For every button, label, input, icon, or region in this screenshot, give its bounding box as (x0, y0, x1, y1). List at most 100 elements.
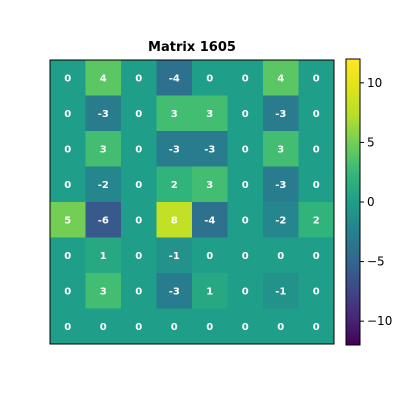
heatmap-cell (227, 95, 264, 132)
heatmap-cell (156, 308, 193, 345)
cell-value-label: 0 (206, 73, 213, 84)
cell-value-label: 0 (242, 180, 249, 191)
cell-value-label: 0 (135, 180, 142, 191)
heatmap-cell (50, 308, 86, 345)
cell-value-label: 0 (242, 144, 249, 155)
cell-value-label: -6 (98, 215, 109, 226)
heatmap-cell (85, 95, 122, 132)
heatmap-cell (85, 60, 122, 96)
cell-value-label: 0 (64, 286, 71, 297)
heatmap-cell (121, 308, 157, 345)
cell-value-label: 0 (277, 322, 284, 333)
heatmap-cell (192, 60, 228, 96)
colorbar-tick-label: 10 (367, 76, 382, 90)
cell-value-label: 3 (206, 109, 213, 120)
heatmap-cell (298, 60, 335, 96)
heatmap-cell (121, 202, 157, 238)
cell-value-label: 0 (171, 322, 178, 333)
cell-value-label: 0 (313, 144, 320, 155)
heatmap-cell (298, 131, 335, 167)
cell-value-label: 0 (242, 215, 249, 226)
cell-value-label: 2 (313, 215, 320, 226)
colorbar-tick-label: −5 (367, 255, 385, 269)
heatmap-cell (192, 202, 228, 238)
heatmap-cells: 0 4 0 -4 0 0 4 0 0 -3 0 3 3 0 -3 0 0 3 0 -3 -3 0 3 0 0 -2 0 2 3 0 -3 0 5… (50, 60, 335, 345)
heatmap-cell (263, 308, 299, 345)
heatmap-cell (263, 131, 299, 167)
heatmap-cell (156, 237, 193, 274)
cell-value-label: 0 (242, 251, 249, 262)
cell-value-label: 0 (277, 251, 284, 262)
cell-value-label: 3 (171, 109, 178, 120)
heatmap-cell (298, 202, 335, 238)
heatmap-cell (50, 131, 86, 167)
heatmap-cell (192, 131, 228, 167)
heatmap-cell (227, 237, 264, 274)
cell-value-label: 3 (206, 180, 213, 191)
heatmap-cell (156, 166, 193, 203)
cell-value-label: 0 (135, 251, 142, 262)
heatmap-cell (50, 95, 86, 132)
heatmap-cell (298, 95, 335, 132)
cell-value-label: -4 (169, 73, 180, 84)
heatmap-cell (85, 237, 122, 274)
heatmap-cell (85, 166, 122, 203)
heatmap-cell (298, 308, 335, 345)
heatmap-cell (121, 273, 157, 309)
heatmap-cell (156, 60, 193, 96)
heatmap-cell (263, 237, 299, 274)
cell-value-label: -4 (204, 215, 215, 226)
cell-value-label: 0 (135, 73, 142, 84)
cell-value-label: 0 (242, 109, 249, 120)
cell-value-label: 0 (242, 73, 249, 84)
heatmap-cell (85, 202, 122, 238)
cell-value-label: 8 (171, 215, 178, 226)
heatmap-cell (298, 237, 335, 274)
heatmap-cell (121, 131, 157, 167)
cell-value-label: -3 (275, 109, 286, 120)
chart-title: Matrix 1605 (148, 40, 236, 55)
cell-value-label: 0 (313, 251, 320, 262)
cell-value-label: 0 (313, 286, 320, 297)
cell-value-label: 0 (64, 73, 71, 84)
heatmap-cell (121, 166, 157, 203)
cell-value-label: 0 (135, 215, 142, 226)
heatmap-cell (121, 95, 157, 132)
heatmap-cell (156, 131, 193, 167)
cell-value-label: -1 (169, 251, 180, 262)
heatmap-cell (156, 95, 193, 132)
heatmap-cell (298, 273, 335, 309)
heatmap-cell (263, 60, 299, 96)
cell-value-label: 0 (242, 286, 249, 297)
cell-value-label: -3 (204, 144, 215, 155)
heatmap-cell (192, 95, 228, 132)
heatmap-cell (227, 308, 264, 345)
cell-value-label: 3 (100, 286, 107, 297)
colorbar-tick-label: 0 (367, 195, 375, 209)
heatmap-cell (227, 131, 264, 167)
heatmap-cell (227, 273, 264, 309)
cell-value-label: 0 (313, 73, 320, 84)
heatmap-cell (192, 237, 228, 274)
heatmap-cell (50, 237, 86, 274)
heatmap-cell (263, 202, 299, 238)
cell-value-label: 2 (171, 180, 178, 191)
cell-value-label: 0 (206, 251, 213, 262)
heatmap-cell (263, 273, 299, 309)
heatmap-cell (192, 273, 228, 309)
cell-value-label: 0 (135, 286, 142, 297)
cell-value-label: 1 (206, 286, 213, 297)
cell-value-label: -3 (169, 144, 180, 155)
heatmap-cell (50, 60, 86, 96)
cell-value-label: 0 (64, 322, 71, 333)
heatmap-cell (227, 60, 264, 96)
colorbar-tick-label: 5 (367, 135, 375, 149)
cell-value-label: 4 (277, 73, 284, 84)
cell-value-label: 4 (100, 73, 107, 84)
cell-value-label: -3 (275, 180, 286, 191)
heatmap-cell (50, 273, 86, 309)
colorbar: 10 5 0 −5 −10 (345, 58, 392, 346)
heatmap-cell (263, 166, 299, 203)
cell-value-label: 0 (135, 322, 142, 333)
